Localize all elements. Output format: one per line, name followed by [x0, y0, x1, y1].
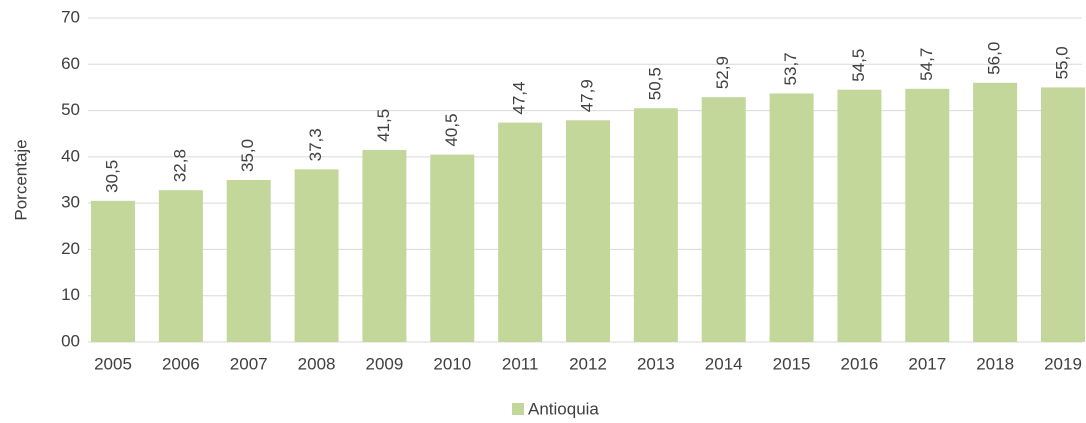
x-tick-label: 2019 — [1044, 354, 1082, 373]
x-tick-label: 2007 — [230, 354, 268, 373]
bar — [498, 122, 543, 342]
x-tick-label: 2005 — [94, 354, 132, 373]
y-tick-label: 50 — [61, 100, 80, 119]
bar — [1041, 87, 1085, 342]
x-tick-label: 2017 — [908, 354, 946, 373]
value-label: 40,5 — [442, 113, 461, 146]
legend-label: Antioquia — [528, 399, 599, 418]
value-label: 35,0 — [238, 139, 257, 172]
x-tick-label: 2008 — [298, 354, 336, 373]
value-label: 47,4 — [510, 82, 529, 115]
bar — [701, 97, 746, 342]
value-label: 30,5 — [102, 160, 121, 193]
legend-swatch — [512, 403, 524, 415]
bar — [294, 169, 339, 342]
x-tick-label: 2009 — [366, 354, 404, 373]
bar — [633, 108, 678, 342]
bar — [905, 88, 950, 343]
y-tick-label: 10 — [61, 285, 80, 304]
value-label: 37,3 — [306, 128, 325, 161]
bar — [91, 200, 135, 342]
y-tick-label: 20 — [61, 239, 80, 258]
x-tick-label: 2006 — [162, 354, 200, 373]
x-tick-label: 2013 — [637, 354, 675, 373]
bar — [837, 89, 882, 342]
y-axis-label: Porcentaje — [11, 139, 30, 220]
x-tick-label: 2012 — [569, 354, 607, 373]
y-tick-label: 00 — [61, 331, 80, 350]
value-label: 52,9 — [713, 56, 732, 89]
x-tick-label: 2014 — [705, 354, 743, 373]
value-label: 55,0 — [1052, 46, 1071, 79]
y-tick-label: 40 — [61, 146, 80, 165]
value-label: 41,5 — [374, 109, 393, 142]
value-label: 56,0 — [985, 42, 1004, 75]
bar — [566, 120, 610, 342]
bar — [362, 149, 407, 342]
bar — [226, 180, 271, 342]
value-label: 32,8 — [170, 149, 189, 182]
y-tick-label: 60 — [61, 54, 80, 73]
value-label: 50,5 — [645, 67, 664, 100]
value-label: 54,5 — [849, 49, 868, 82]
x-tick-label: 2016 — [841, 354, 879, 373]
value-label: 53,7 — [781, 52, 800, 85]
value-label: 54,7 — [917, 48, 936, 81]
bar — [430, 154, 475, 342]
x-tick-label: 2011 — [502, 354, 539, 373]
bar — [769, 93, 814, 343]
x-tick-label: 2018 — [976, 354, 1014, 373]
x-tick-label: 2015 — [773, 354, 811, 373]
y-tick-label: 70 — [61, 7, 80, 26]
y-tick-label: 30 — [61, 193, 80, 212]
bar — [973, 82, 1018, 343]
bar — [158, 190, 203, 342]
value-label: 47,9 — [577, 79, 596, 112]
x-tick-label: 2010 — [433, 354, 471, 373]
